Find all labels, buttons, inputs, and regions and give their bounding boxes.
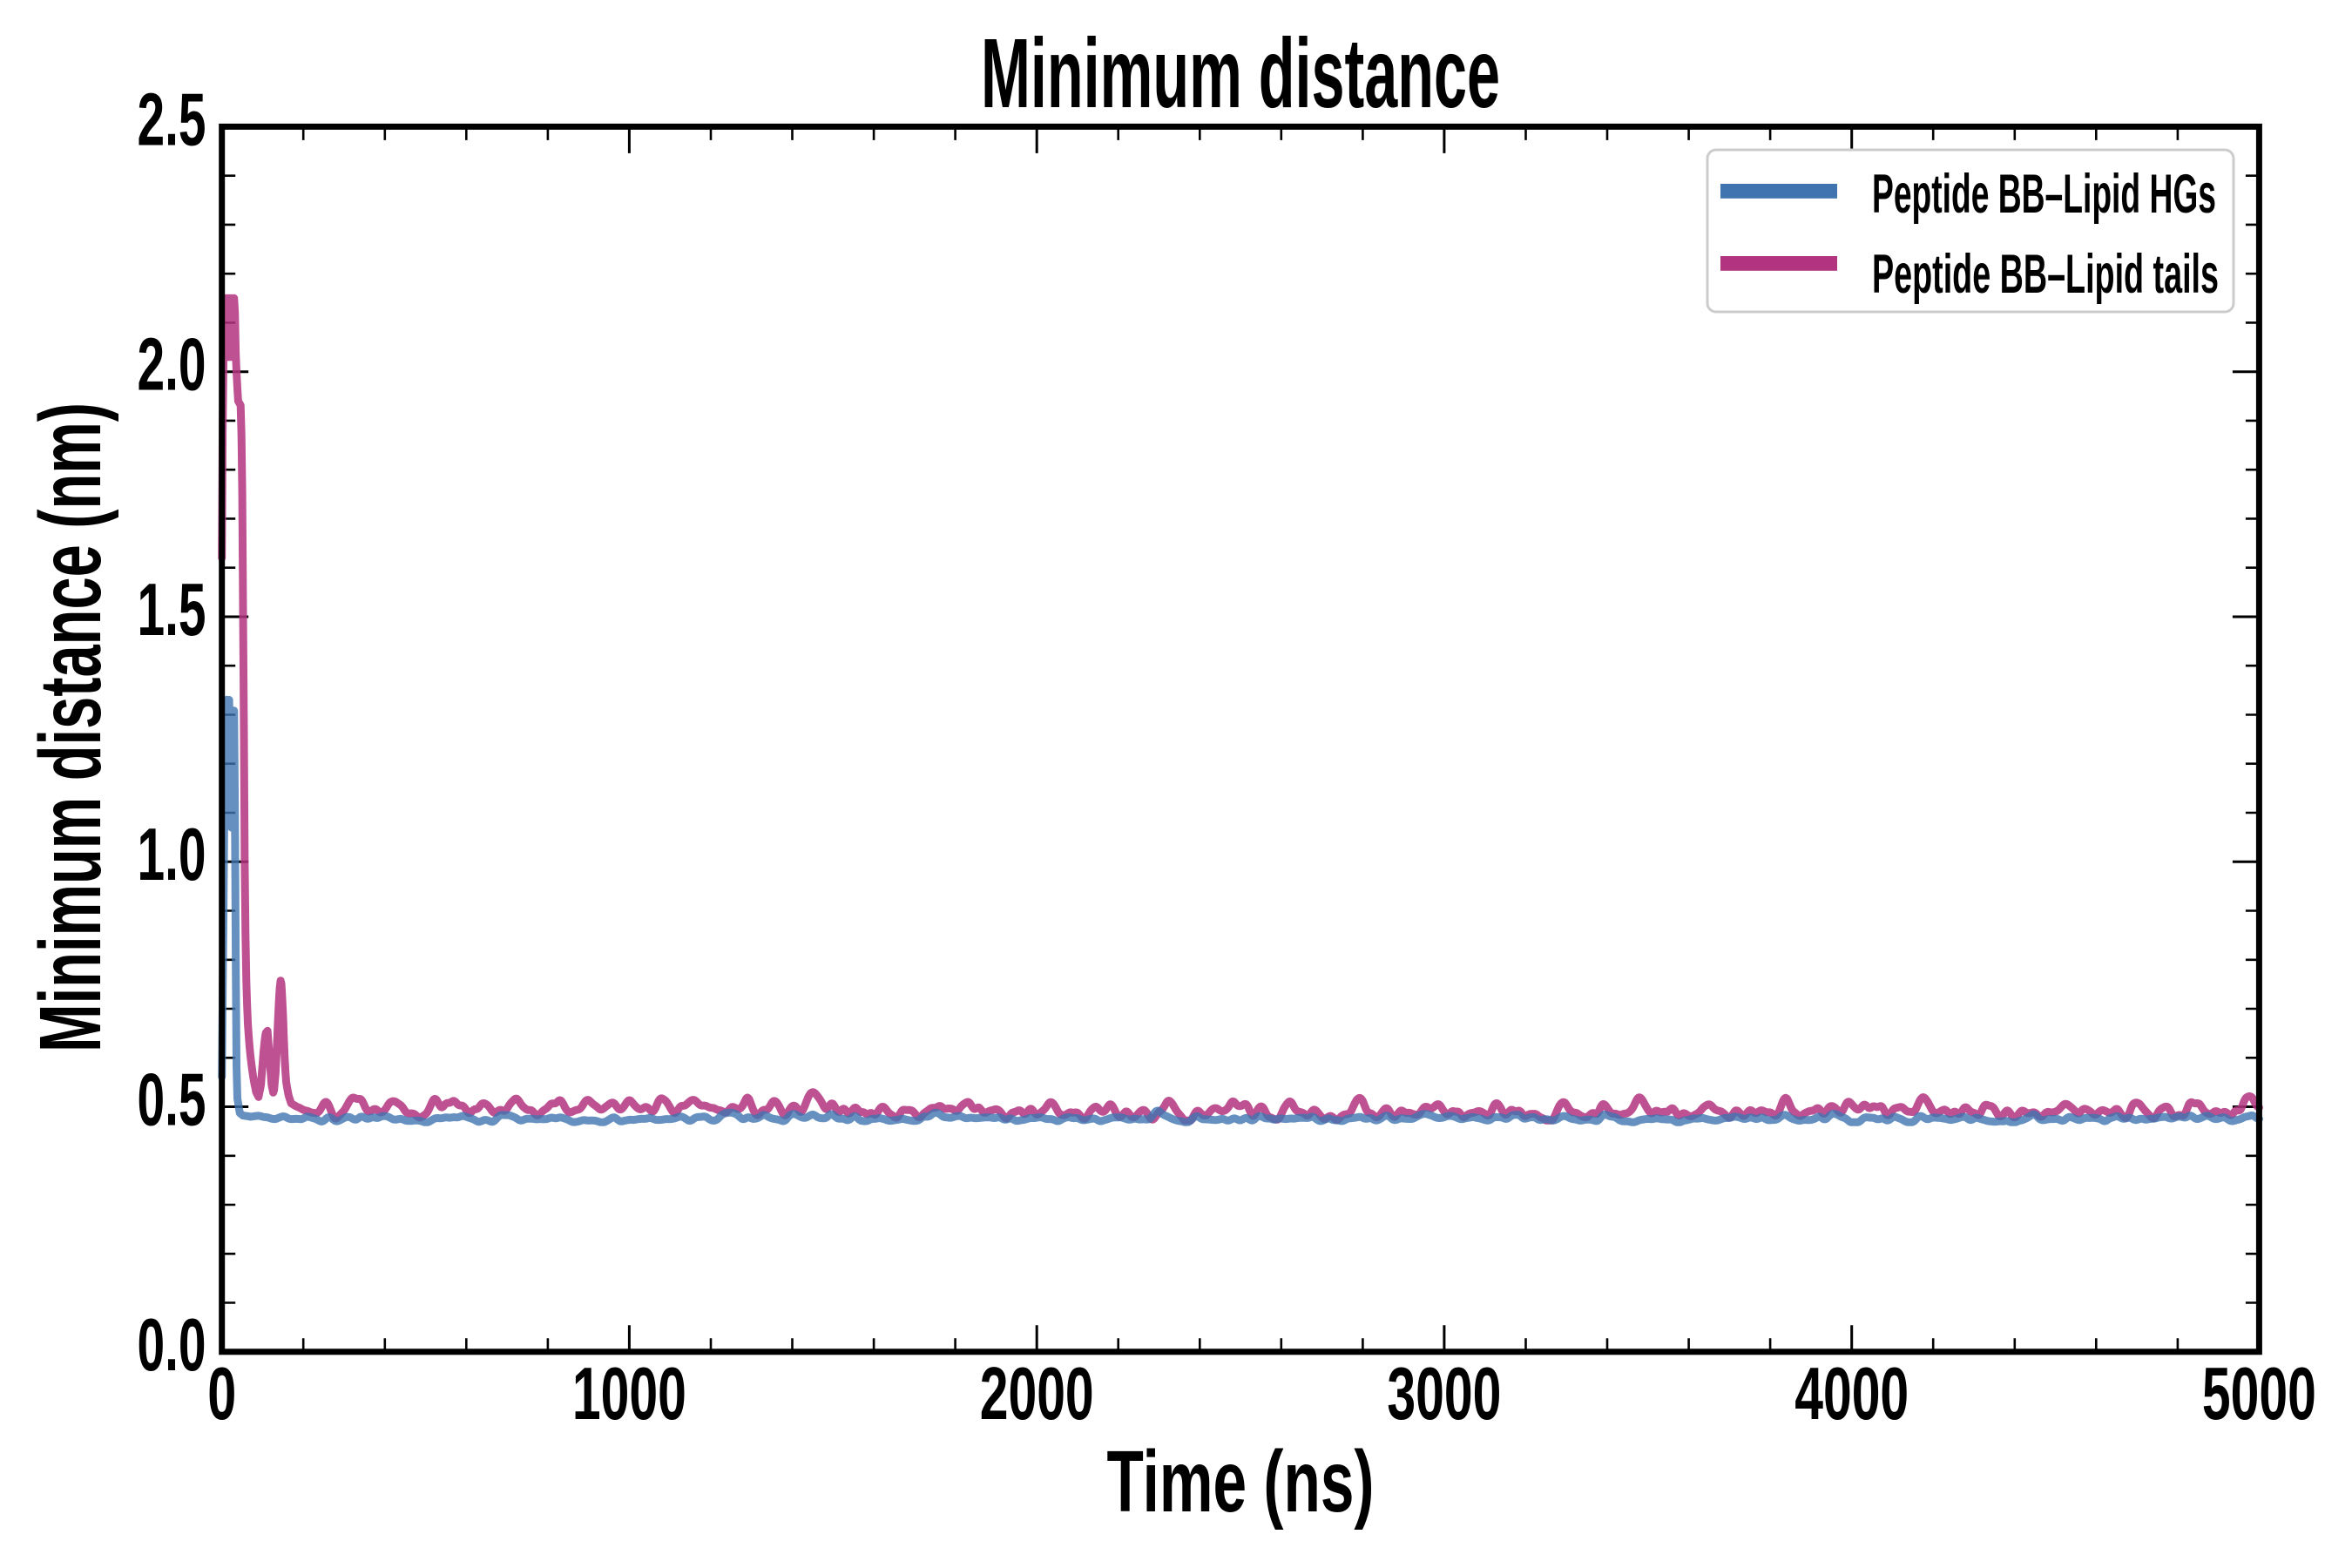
svg-text:Minimum distance: Minimum distance <box>981 18 1500 129</box>
svg-text:0.5: 0.5 <box>138 1059 206 1142</box>
svg-text:1000: 1000 <box>572 1353 686 1436</box>
svg-text:0.0: 0.0 <box>138 1304 206 1387</box>
svg-text:1.5: 1.5 <box>138 569 206 652</box>
svg-text:Minimum distance (nm): Minimum distance (nm) <box>22 402 119 1052</box>
svg-text:2.5: 2.5 <box>138 78 206 161</box>
svg-text:Peptide BB–Lipid HGs: Peptide BB–Lipid HGs <box>1872 164 2216 225</box>
svg-text:Time (ns): Time (ns) <box>1107 1433 1375 1531</box>
svg-text:5000: 5000 <box>2202 1353 2316 1436</box>
svg-text:0: 0 <box>207 1353 236 1436</box>
svg-text:3000: 3000 <box>1387 1353 1501 1436</box>
svg-text:2.0: 2.0 <box>138 324 206 407</box>
svg-text:4000: 4000 <box>1794 1353 1909 1436</box>
svg-text:Peptide BB–Lipid tails: Peptide BB–Lipid tails <box>1872 244 2219 305</box>
svg-text:2000: 2000 <box>980 1353 1094 1436</box>
svg-text:1.0: 1.0 <box>138 814 206 896</box>
